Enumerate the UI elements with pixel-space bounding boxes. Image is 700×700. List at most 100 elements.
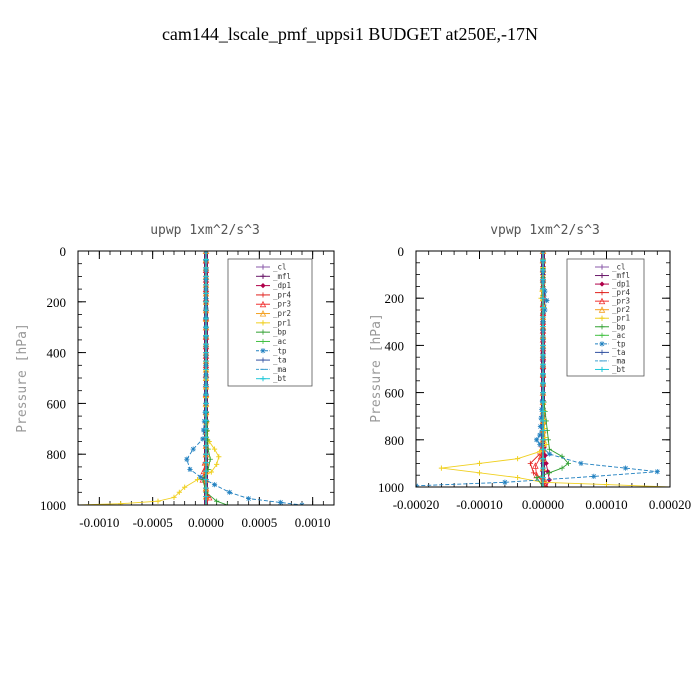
legend-label: _pr3 [612,297,630,306]
legend-item: _mfl [256,272,291,281]
data-point [203,468,209,474]
panel-title: vpwp 1xm^2/s^3 [490,223,600,238]
data-point [203,392,209,398]
y-tick-label: 400 [47,346,67,361]
legend-item: _bt [595,365,626,374]
data-point [176,489,182,495]
legend-marker [599,349,605,355]
legend-marker [599,290,605,296]
legend-item: _cl [595,263,626,272]
data-point [203,485,209,491]
legend-marker [260,320,266,326]
data-point [538,415,544,421]
x-tick-label: -0.0010 [79,515,119,530]
data-point [203,290,209,296]
legend-label: _ta [273,356,287,365]
data-point [203,477,209,483]
data-point [545,437,551,443]
data-point [203,307,209,313]
plot-frame [415,250,671,488]
data-point [534,474,540,481]
data-point [203,451,209,457]
panel-title: upwp 1xm^2/s^3 [150,223,260,238]
data-point [203,256,209,263]
data-point [537,441,543,448]
data-point [203,460,209,466]
y-tick-label: 600 [47,396,67,411]
data-point [545,469,551,475]
data-point [476,470,483,476]
legend-item: _ma [595,356,626,365]
legend-item: _ac [595,331,626,340]
x-tick-label: 0.0000 [188,515,224,530]
legend-label: _ac [273,337,287,346]
data-point [537,432,543,438]
data-point [540,380,546,386]
data-point [203,282,209,288]
x-tick-label: -0.00020 [393,497,440,512]
legend-marker [260,283,266,289]
data-point [546,451,552,457]
data-point [246,496,252,502]
data-point [203,502,209,505]
legend-marker [260,357,266,363]
series-line [78,251,220,505]
data-point [540,257,546,264]
data-point [534,437,540,443]
data-point [540,352,546,358]
legend-label: _bp [612,322,626,331]
x-tick-label: -0.0005 [133,515,173,530]
legend-item: _pr1 [595,314,630,323]
data-point [200,436,206,442]
data-point [278,499,284,505]
data-point [203,426,209,432]
legend-marker [260,338,266,345]
legend-marker [260,329,266,335]
data-point [539,406,545,413]
data-point [540,361,546,367]
legend-item: _ma [256,365,287,374]
legend-marker [260,376,266,382]
legend-item: _pr1 [256,318,291,327]
y-tick-label: 800 [385,433,405,448]
series-bt [540,251,546,487]
data-point [603,482,610,487]
legend-label: _pr4 [273,290,292,299]
legend-item: _pr3 [595,297,630,306]
x-tick-label: -0.00010 [456,497,503,512]
data-point [543,460,549,466]
data-point [559,465,565,471]
legend-item: _tp [256,346,287,355]
data-point [211,446,218,452]
y-tick-label: 400 [385,338,405,353]
y-tick-label: 600 [385,386,405,401]
legend-label: _mfl [273,272,291,281]
x-tick-label: 0.0010 [295,515,331,530]
data-point [187,466,193,473]
data-point [540,446,546,452]
data-point [540,295,546,301]
data-point [224,502,230,505]
data-point [622,465,629,471]
y-tick-label: 0 [60,244,67,259]
data-point [541,479,549,487]
legend-label: _pr1 [273,318,291,327]
legend-item: _ta [256,356,287,365]
legend-label: _tp [273,346,287,355]
data-point [203,316,209,322]
data-point [540,267,546,273]
legend-item: _dp1 [256,281,291,290]
legend-label: _bt [612,365,626,374]
data-point [540,276,546,282]
y-tick-label: 200 [385,291,405,306]
data-point [203,400,209,406]
legend-item: _pr4 [256,290,292,299]
data-point [540,314,546,320]
figure-title: cam144_lscale_pmf_uppsi1 BUDGET at250E,-… [162,24,538,44]
data-point [203,443,209,449]
y-axis-label: Pressure [hPa] [369,313,384,423]
data-point [654,469,660,475]
legend-marker [599,366,605,373]
panel-vpwp: vpwp 1xm^2/s^3 Pressure [hPa] -0.00020 -0… [369,223,691,512]
